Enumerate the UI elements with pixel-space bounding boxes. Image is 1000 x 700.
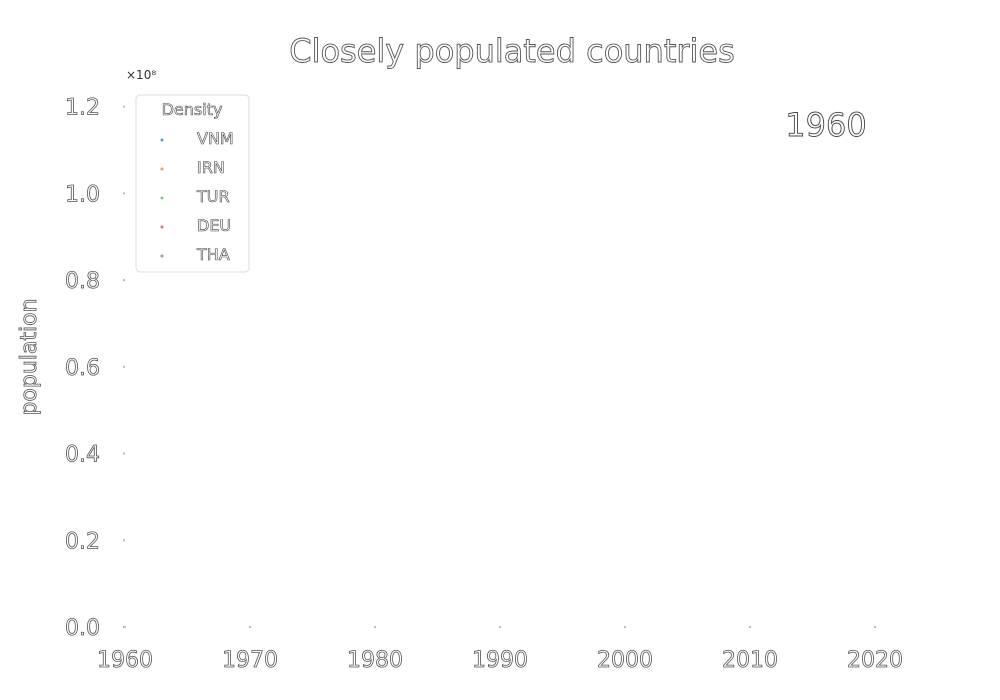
chart-title: Closely populated countries <box>289 32 735 70</box>
y-axis-label: population <box>17 298 42 415</box>
y-tick-label: 1.0 <box>65 182 100 207</box>
y-tick-mark <box>123 192 125 195</box>
x-tick-label: 2010 <box>722 648 778 673</box>
legend-marker <box>160 196 164 200</box>
x-axis: 1960 1970 1980 1990 2000 2010 2020 <box>97 626 903 673</box>
legend-entry-label: THA <box>196 245 230 264</box>
x-tick-label: 2020 <box>847 648 903 673</box>
x-tick-mark <box>624 626 626 628</box>
legend-title: Density <box>162 100 223 119</box>
legend-entries: VNM IRN TUR DEU THA <box>160 129 234 264</box>
x-tick-label: 1970 <box>222 648 278 673</box>
y-tick-label: 0.2 <box>65 529 100 554</box>
y-tick-label: 0.4 <box>65 443 100 468</box>
y-tick-mark <box>123 539 125 542</box>
x-tick-label: 1960 <box>97 648 153 673</box>
legend-marker <box>160 167 164 171</box>
y-tick-mark <box>123 365 125 368</box>
legend-entry-label: VNM <box>197 129 234 148</box>
x-tick-mark <box>874 626 876 628</box>
y-tick-label: 0.0 <box>65 616 100 641</box>
legend-entry-label: TUR <box>196 187 230 206</box>
year-annotation: 1960 <box>785 106 866 144</box>
legend-entry-label: IRN <box>197 158 225 177</box>
legend-marker <box>160 254 164 258</box>
y-tick-label: 0.8 <box>65 269 100 294</box>
y-tick-label: 1.2 <box>65 96 100 121</box>
y-tick-mark <box>123 279 125 282</box>
x-tick-mark <box>374 626 376 628</box>
y-tick-label: 0.6 <box>65 356 100 381</box>
x-tick-label: 2000 <box>597 648 653 673</box>
x-tick-label: 1980 <box>347 648 403 673</box>
legend-marker <box>160 225 164 229</box>
legend-entry-label: DEU <box>197 216 231 235</box>
x-tick-mark <box>249 626 251 628</box>
y-offset-label: ×10⁸ <box>126 68 156 82</box>
legend: Density VNM IRN TUR DEU THA <box>135 94 250 273</box>
y-tick-mark <box>123 626 125 628</box>
y-tick-mark <box>123 452 125 455</box>
x-tick-mark <box>499 626 501 628</box>
legend-marker <box>160 138 164 142</box>
x-tick-mark <box>749 626 751 628</box>
y-axis: 0.0 0.2 0.4 0.6 0.8 1.0 1.2 <box>65 95 125 641</box>
y-tick-mark <box>123 105 125 108</box>
x-tick-label: 1990 <box>472 648 528 673</box>
legend-frame <box>135 94 250 273</box>
